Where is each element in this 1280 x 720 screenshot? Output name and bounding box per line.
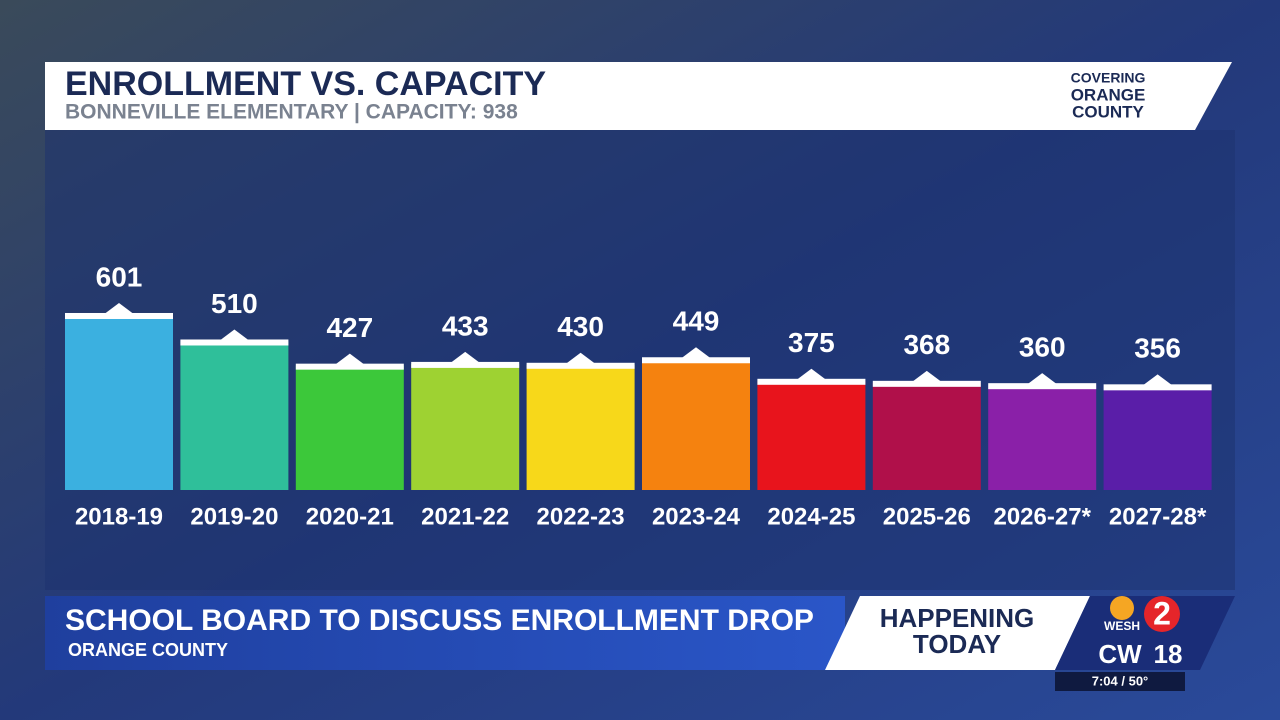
bar: [411, 363, 520, 490]
x-tick-label: 2018-19: [75, 503, 163, 530]
bar-cap: [757, 378, 866, 385]
bar: [872, 382, 981, 490]
value-label: 356: [1134, 333, 1181, 364]
x-tick-label: 2026-27*: [993, 503, 1091, 530]
bar-pointer: [218, 329, 251, 342]
chart-title: ENROLLMENT VS. CAPACITY: [65, 65, 546, 103]
bar-cap: [526, 362, 635, 369]
value-label: 601: [96, 261, 143, 292]
value-label: 368: [903, 329, 950, 360]
bar: [757, 380, 866, 490]
bar-cap: [65, 312, 173, 319]
bar-pointer: [103, 302, 135, 315]
bar: [988, 385, 1097, 490]
network-channel-logo: 18: [1154, 639, 1183, 669]
badge: COVERING ORANGE COUNTY: [1071, 70, 1146, 122]
badge-line: COVERING: [1071, 70, 1146, 86]
logo-panel: [1055, 596, 1235, 670]
bar-cap: [411, 361, 520, 368]
value-label: 427: [326, 312, 373, 343]
bar: [1103, 386, 1212, 490]
bar-pointer: [1026, 373, 1059, 386]
value-label: 449: [673, 306, 720, 337]
x-tick-label: 2020-21: [306, 503, 394, 530]
tag-panel: [825, 596, 1090, 670]
bar-pointer: [333, 353, 366, 366]
bar: [65, 314, 173, 490]
x-tick-label: 2025-26: [883, 503, 971, 530]
x-tick-label: 2022-23: [537, 503, 625, 530]
bar-cap: [1103, 384, 1212, 391]
bar-pointer: [680, 347, 712, 360]
bar-pointer: [795, 368, 828, 381]
value-label: 375: [788, 327, 835, 358]
bar: [642, 359, 750, 490]
clock-box: [1055, 672, 1185, 691]
tag-line: HAPPENING: [880, 603, 1035, 633]
bar-pointer: [449, 351, 482, 364]
bar-pointer: [910, 370, 943, 383]
value-label: 510: [211, 288, 258, 319]
bar: [180, 341, 289, 490]
clock: 7:04 / 50°: [1092, 673, 1149, 688]
x-tick-label: 2019-20: [190, 503, 278, 530]
bar: [295, 365, 404, 490]
tag-line: TODAY: [913, 629, 1001, 659]
location: ORANGE COUNTY: [68, 640, 228, 660]
station-logo: WESH: [1104, 619, 1140, 633]
bar: [526, 364, 635, 490]
bar-cap: [872, 380, 981, 387]
x-tick-label: 2023-24: [652, 503, 741, 530]
x-tick-label: 2021-22: [421, 503, 509, 530]
bar-cap: [642, 357, 750, 364]
peacock-icon: [1110, 596, 1134, 620]
badge-line: COUNTY: [1072, 102, 1144, 121]
channel-badge: [1144, 596, 1180, 632]
lower-third: [45, 596, 845, 670]
bar-cap: [988, 383, 1097, 390]
value-label: 430: [557, 311, 604, 342]
badge-line: ORANGE: [1071, 85, 1146, 104]
network-logo: CW: [1098, 639, 1142, 669]
title-panel: [45, 62, 1232, 130]
x-tick-label: 2027-28*: [1109, 503, 1207, 530]
x-tick-label: 2024-25: [767, 503, 855, 530]
value-label: 360: [1019, 332, 1066, 363]
chart-subtitle: BONNEVILLE ELEMENTARY | CAPACITY: 938: [65, 101, 518, 124]
bar-cap: [180, 339, 289, 346]
bar-pointer: [564, 352, 597, 365]
channel-logo: 2: [1153, 595, 1171, 631]
bar-cap: [295, 363, 404, 370]
value-label: 433: [442, 310, 489, 341]
headline: SCHOOL BOARD TO DISCUSS ENROLLMENT DROP: [65, 604, 814, 637]
bar-pointer: [1141, 374, 1174, 387]
bars: 601 2018-19 510 2019-20 427 2020-21 433 2021-22…: [65, 261, 1212, 530]
